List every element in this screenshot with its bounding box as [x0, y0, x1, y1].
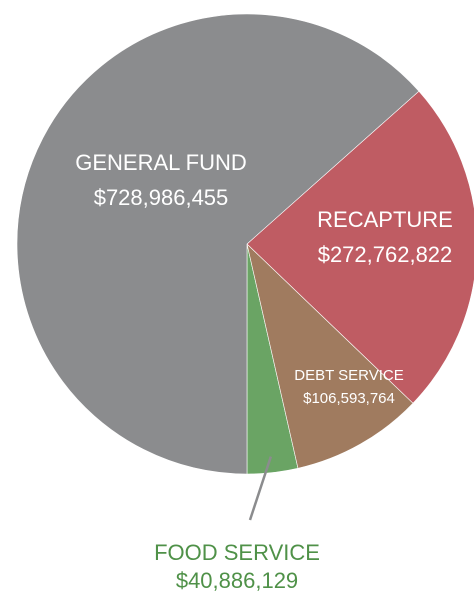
pie-slices [16, 13, 474, 475]
food-service-leader-line [248, 456, 273, 521]
food-service-value-label: $40,886,129 [176, 568, 298, 593]
general-fund-value-label: $728,986,455 [94, 185, 229, 210]
recapture-category-label: RECAPTURE [317, 207, 453, 232]
debt-service-value-label: $106,593,764 [303, 390, 395, 407]
pie-slice-recapture [246, 90, 474, 404]
recapture-value-label: $272,762,822 [318, 242, 453, 267]
food-service-category-label: FOOD SERVICE [154, 540, 320, 565]
pie-slice-debt-service [246, 243, 414, 469]
pie-labels: FOOD SERVICE $40,886,129 DEBT SERVICE $106,… [75, 150, 453, 593]
debt-service-category-label: DEBT SERVICE [294, 367, 403, 384]
pie-slice-general-fund [16, 13, 420, 475]
general-fund-category-label: GENERAL FUND [75, 150, 247, 175]
